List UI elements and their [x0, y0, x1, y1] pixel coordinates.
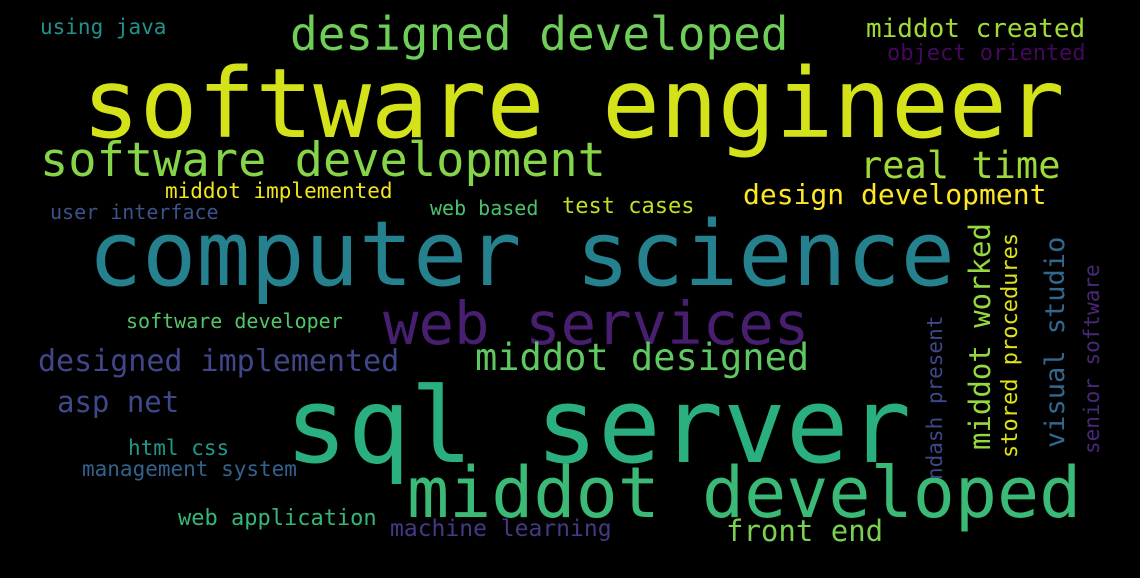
word-senior-software: senior software [1080, 264, 1104, 454]
word-designed-developed: designed developed [290, 7, 789, 61]
word-design-development: design development [743, 178, 1047, 211]
word-web-based: web based [430, 196, 539, 220]
word-middot-created: middot created [866, 14, 1086, 44]
word-asp-net: asp net [57, 385, 180, 419]
word-test-cases: test cases [562, 194, 695, 219]
word-computer-science: computer science [88, 202, 955, 307]
word-web-application: web application [178, 506, 377, 531]
word-front-end: front end [726, 514, 884, 548]
word-designed-implemented: designed implemented [38, 344, 400, 379]
word-object-oriented: object oriented [887, 41, 1086, 66]
word-software-engineer: software engineer [82, 48, 1065, 160]
word-software-developer: software developer [126, 309, 343, 333]
word-middot-designed: middot designed [475, 336, 810, 379]
word-sql-server: sql server [285, 365, 912, 487]
word-web-services: web services [383, 289, 810, 358]
word-html-css: html css [128, 436, 230, 460]
word-stored-procedures: stored procedures [998, 232, 1023, 458]
word-management-system: management system [82, 457, 297, 481]
word-ndash-present: ndash present [923, 315, 947, 480]
word-user-interface: user interface [50, 200, 219, 224]
word-real-time: real time [860, 144, 1061, 187]
word-software-development: software development [40, 133, 606, 188]
word-using-java: using java [40, 15, 167, 39]
word-middot-developed: middot developed [407, 452, 1082, 534]
word-middot-implemented: middot implemented [165, 179, 393, 203]
word-machine-learning: machine learning [390, 516, 612, 542]
word-middot-worked: middot worked [963, 223, 997, 450]
word-visual-studio: visual studio [1040, 236, 1071, 448]
